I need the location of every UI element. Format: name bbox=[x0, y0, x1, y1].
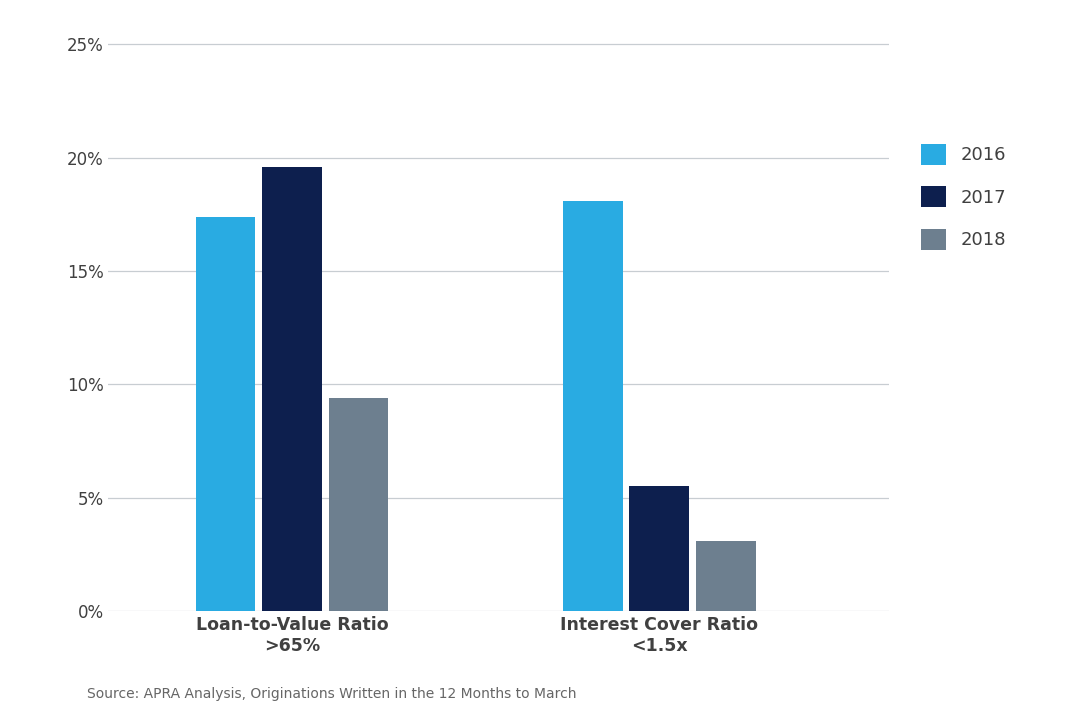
Bar bbox=[195, 216, 256, 611]
Bar bbox=[328, 398, 388, 611]
Bar bbox=[630, 487, 689, 611]
Bar bbox=[563, 201, 622, 611]
Legend: 2016, 2017, 2018: 2016, 2017, 2018 bbox=[914, 137, 1014, 257]
Bar bbox=[696, 541, 756, 611]
Text: Source: APRA Analysis, Originations Written in the 12 Months to March: Source: APRA Analysis, Originations Writ… bbox=[87, 687, 577, 701]
Bar bbox=[262, 167, 322, 611]
